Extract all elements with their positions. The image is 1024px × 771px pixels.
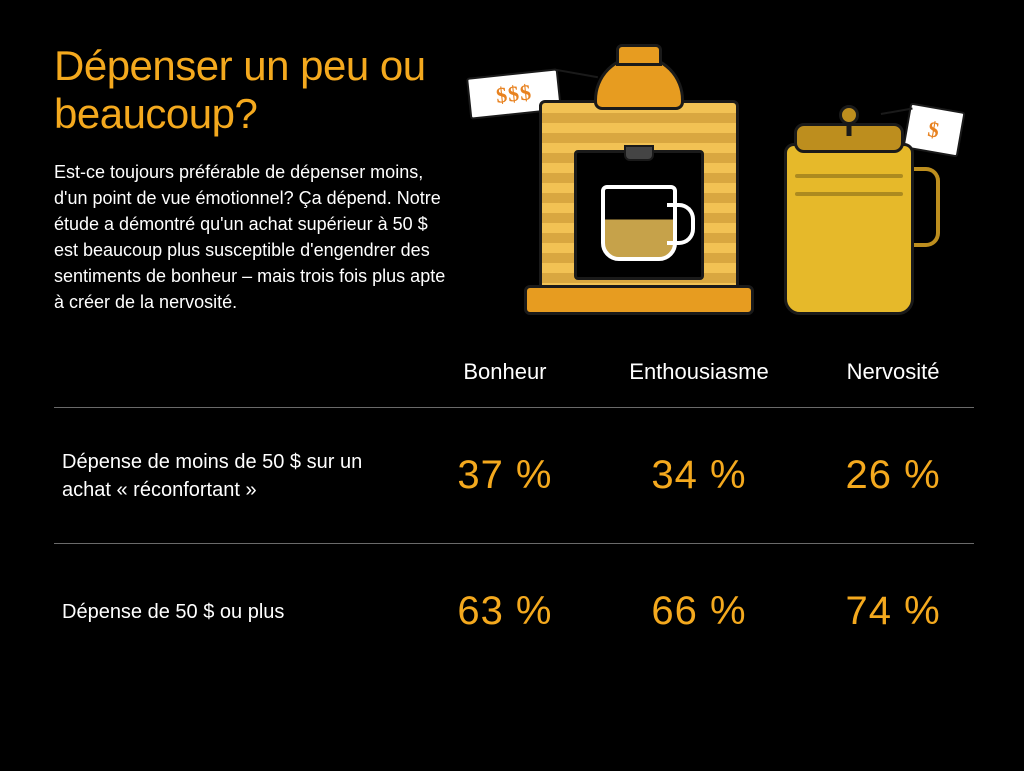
table-header-nervosite: Nervosité <box>812 355 974 408</box>
table-row: Dépense de 50 $ ou plus 63 % 66 % 74 % <box>54 544 974 680</box>
cell-value: 37 % <box>424 408 586 544</box>
text-column: Dépenser un peu ou beaucoup? Est-ce touj… <box>54 42 454 315</box>
french-press-icon: $ <box>774 105 924 315</box>
table-row: Dépense de moins de 50 $ sur un achat « … <box>54 408 974 544</box>
page-title: Dépenser un peu ou beaucoup? <box>54 42 454 139</box>
table-header-bonheur: Bonheur <box>424 355 586 408</box>
header-section: Dépenser un peu ou beaucoup? Est-ce touj… <box>54 42 974 315</box>
cell-value: 26 % <box>812 408 974 544</box>
table-header-row: Bonheur Enthousiasme Nervosité <box>54 355 974 408</box>
mug-icon <box>601 185 677 261</box>
row-label-over-50: Dépense de 50 $ ou plus <box>54 544 424 680</box>
cell-value: 34 % <box>586 408 812 544</box>
cell-value: 66 % <box>586 544 812 680</box>
row-label-under-50: Dépense de moins de 50 $ sur un achat « … <box>54 408 424 544</box>
data-table: Bonheur Enthousiasme Nervosité Dépense d… <box>54 355 974 680</box>
table-header-empty <box>54 355 424 408</box>
espresso-machine-icon: $$$ <box>524 55 754 315</box>
cell-value: 74 % <box>812 544 974 680</box>
cell-value: 63 % <box>424 544 586 680</box>
table-header-enthousiasme: Enthousiasme <box>586 355 812 408</box>
description-paragraph: Est-ce toujours préférable de dépenser m… <box>54 159 454 316</box>
illustration: $$$ $ <box>474 42 974 315</box>
